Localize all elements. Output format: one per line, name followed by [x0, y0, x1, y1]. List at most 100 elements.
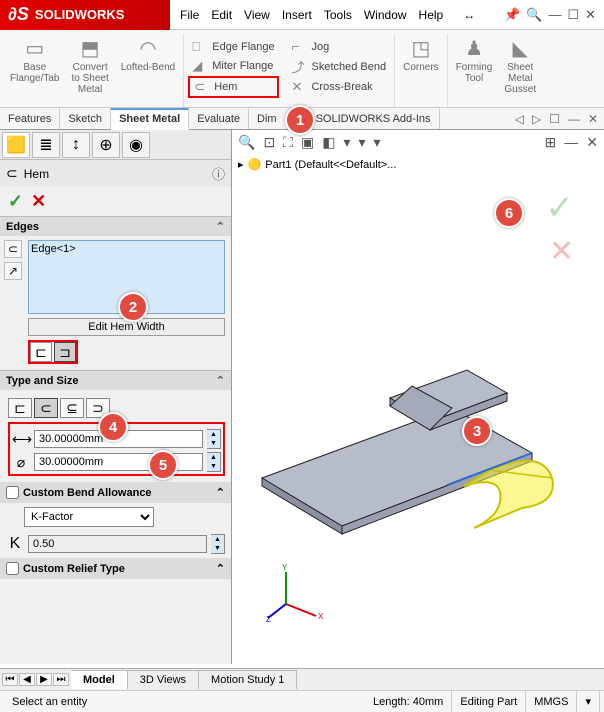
hem-teardrop-icon[interactable]: ⊆	[60, 398, 84, 418]
hem-button[interactable]: ⊂Hem	[188, 76, 279, 98]
cross-break-button[interactable]: ✕Cross-Break	[287, 78, 390, 96]
kfactor-spinner[interactable]: ▲▼	[211, 534, 225, 554]
confirm-cancel-icon[interactable]: ✕	[549, 234, 574, 269]
spin-up-icon[interactable]: ▲	[211, 535, 224, 544]
appearance-icon[interactable]: ▾	[358, 134, 365, 151]
zoom-area-icon[interactable]: ⊡	[263, 134, 275, 151]
svg-text:X: X	[318, 612, 324, 621]
spin-down-icon[interactable]: ▼	[207, 439, 220, 448]
expand-icon[interactable]: —	[564, 134, 578, 150]
tab-left-icon[interactable]: ◁	[515, 112, 524, 126]
spin-up-icon[interactable]: ▲	[207, 453, 220, 462]
hem-open-icon[interactable]: ⊂	[34, 398, 58, 418]
hem-closed-icon[interactable]: ⊏	[8, 398, 32, 418]
kfactor-input[interactable]	[28, 535, 207, 553]
tab-minimize-icon[interactable]: —	[568, 112, 580, 126]
tab-last-icon[interactable]: ⏭	[53, 673, 69, 686]
menu-tools[interactable]: Tools	[324, 8, 352, 22]
bend-allowance-header[interactable]: Custom Bend Allowance ⌃	[0, 482, 231, 503]
gusset-button[interactable]: ◣Sheet Metal Gusset	[500, 34, 540, 97]
corners-icon: ◳	[411, 36, 430, 61]
ok-button[interactable]: ✓	[8, 191, 23, 212]
panel-tab-display[interactable]: ◉	[122, 132, 150, 158]
orientation-icon[interactable]: ⛶	[283, 134, 293, 151]
bottom-tab-motion[interactable]: Motion Study 1	[199, 670, 297, 689]
sketched-bend-button[interactable]: ⤴Sketched Bend	[287, 56, 390, 77]
bottom-tab-model[interactable]: Model	[71, 670, 128, 689]
confirm-ok-icon[interactable]: ✓	[546, 188, 575, 228]
jog-button[interactable]: ⌐Jog	[287, 38, 390, 55]
material-inside-icon[interactable]: ⊏	[30, 342, 52, 362]
tab-first-icon[interactable]: ⏮	[2, 673, 18, 686]
expand-tree-icon[interactable]: ▸	[238, 158, 244, 171]
status-units[interactable]: MMGS	[526, 691, 577, 712]
zoom-fit-icon[interactable]: 🔍	[238, 134, 255, 151]
lofted-bend-button[interactable]: ◠Lofted-Bend	[117, 34, 180, 97]
viewport-3d[interactable]: ✓ ✕	[232, 178, 604, 664]
chevron-up-icon: ⌃	[216, 374, 225, 387]
tab-evaluate[interactable]: Evaluate	[189, 108, 249, 129]
edges-body: ⊂ ↗ Edge<1> Edit Hem Width ⊏ ⊐	[0, 236, 231, 370]
edges-header[interactable]: Edges ⌃	[0, 217, 231, 236]
svg-text:Z: Z	[266, 615, 271, 624]
panel-tab-dimxpert[interactable]: ⊕	[92, 132, 120, 158]
relief-checkbox[interactable]	[6, 562, 19, 575]
bottom-tab-3dviews[interactable]: 3D Views	[128, 670, 199, 689]
menu-window[interactable]: Window	[364, 8, 407, 22]
relief-header[interactable]: Custom Relief Type ⌃	[0, 558, 231, 579]
tree-root[interactable]: Part1 (Default<<Default>...	[265, 159, 396, 171]
tab-sheet-metal[interactable]: Sheet Metal	[111, 108, 189, 130]
tab-prev-icon[interactable]: ◀	[19, 673, 35, 686]
base-flange-button[interactable]: ▭Base Flange/Tab	[6, 34, 63, 97]
forming-tool-button[interactable]: ♟Forming Tool	[452, 34, 497, 97]
minimize-icon[interactable]: —	[548, 7, 561, 22]
type-size-header[interactable]: Type and Size ⌃	[0, 371, 231, 390]
tile-icon[interactable]: ⊞	[545, 134, 557, 151]
menu-insert[interactable]: Insert	[282, 8, 312, 22]
bend-allowance-checkbox[interactable]	[6, 486, 19, 499]
tab-sketch[interactable]: Sketch	[60, 108, 111, 129]
tab-features[interactable]: Features	[0, 108, 60, 129]
spin-up-icon[interactable]: ▲	[207, 430, 220, 439]
flip-icon[interactable]: ↗	[4, 262, 22, 280]
close-view-icon[interactable]: ✕	[586, 134, 598, 151]
spin-down-icon[interactable]: ▼	[211, 544, 224, 553]
tab-right-icon[interactable]: ▷	[532, 112, 541, 126]
section-icon[interactable]: ◧	[322, 134, 335, 151]
convert-sheet-button[interactable]: ⬒Convert to Sheet Metal	[67, 34, 112, 97]
menu-view[interactable]: View	[244, 8, 270, 22]
length-spinner[interactable]: ▲▼	[207, 429, 221, 449]
help-icon[interactable]: ⓘ	[212, 164, 225, 183]
menu-file[interactable]: File	[180, 8, 199, 22]
tab-close-icon[interactable]: ✕	[588, 112, 598, 126]
pin-icon[interactable]: 📌	[504, 7, 520, 23]
hide-show-icon[interactable]: ▾	[374, 134, 381, 151]
edge-item[interactable]: Edge<1>	[31, 243, 222, 255]
miter-flange-button[interactable]: ◢Miter Flange	[188, 57, 279, 75]
scene-icon[interactable]: ▾	[343, 134, 350, 151]
display-style-icon[interactable]: ▣	[301, 134, 314, 151]
close-icon[interactable]: ✕	[585, 7, 596, 23]
bend-allowance-type-select[interactable]: K-Factor	[24, 507, 154, 527]
maximize-icon[interactable]: ☐	[567, 7, 579, 23]
panel-tab-property[interactable]: ≣	[32, 132, 60, 158]
tab-maximize-icon[interactable]: ☐	[549, 112, 560, 126]
menu-help[interactable]: Help	[419, 8, 444, 22]
flyout-tree[interactable]: ▸ 🟡 Part1 (Default<<Default>...	[232, 154, 604, 175]
edge-flange-button[interactable]: ⎕Edge Flange	[188, 38, 279, 56]
status-options-icon[interactable]: ▾	[577, 691, 600, 712]
property-panel: 🟨 ≣ ↕ ⊕ ◉ ⊂ Hem ⓘ ✓ ✕ Edges ⌃ ⊂ ↗	[0, 130, 232, 664]
corners-button[interactable]: ◳Corners	[399, 34, 443, 75]
spin-down-icon[interactable]: ▼	[207, 462, 220, 471]
cancel-button[interactable]: ✕	[31, 191, 46, 212]
tab-addins[interactable]: SOLIDWORKS Add-Ins	[308, 108, 440, 129]
panel-tab-config[interactable]: ↕	[62, 132, 90, 158]
search-icon[interactable]: 🔍	[526, 7, 542, 23]
tab-next-icon[interactable]: ▶	[36, 673, 52, 686]
edge-select-icon[interactable]: ⊂	[4, 240, 22, 258]
callout-1: 1	[285, 105, 315, 135]
radius-spinner[interactable]: ▲▼	[207, 452, 221, 472]
material-outside-icon[interactable]: ⊐	[54, 342, 76, 362]
menu-edit[interactable]: Edit	[211, 8, 232, 22]
panel-tab-feature-manager[interactable]: 🟨	[2, 132, 30, 158]
